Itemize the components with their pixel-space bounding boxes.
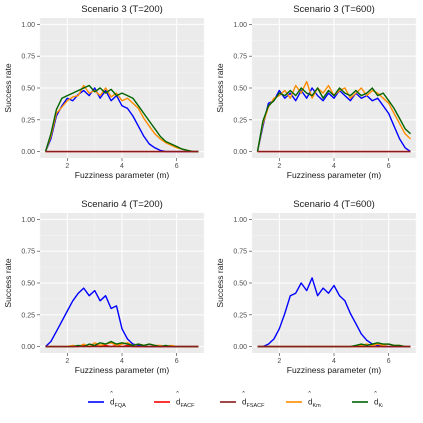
- series-line-fqa: [256, 87, 411, 153]
- y-tick-label: 0.75: [233, 249, 247, 256]
- y-tick-label: 1.00: [233, 22, 247, 29]
- y-tick-label: 0.25: [21, 312, 35, 319]
- series-line-km: [44, 84, 199, 153]
- y-tick-label: 0.00: [21, 344, 35, 351]
- legend-label: dFQA: [110, 398, 126, 410]
- y-tick-label: 0.75: [21, 249, 35, 256]
- x-tick-label: 4: [332, 163, 336, 170]
- panel-title: Scenario 4 (T=600): [293, 199, 375, 210]
- y-axis-label: Success rate: [215, 258, 225, 307]
- y-tick-label: 0.25: [21, 117, 35, 124]
- y-tick-label: 0.25: [233, 117, 247, 124]
- x-tick-label: 6: [387, 358, 391, 365]
- x-tick-label: 4: [120, 358, 124, 365]
- legend-label: dKm: [308, 398, 321, 410]
- y-axis-label: Success rate: [3, 63, 13, 112]
- y-tick-label: 0.75: [21, 54, 35, 61]
- x-tick-label: 2: [65, 358, 69, 365]
- y-tick-label: 1.00: [233, 217, 247, 224]
- x-tick-label: 4: [332, 358, 336, 365]
- x-tick-label: 2: [277, 358, 281, 365]
- panel-title: Scenario 3 (T=200): [81, 4, 163, 15]
- y-tick-label: 0.50: [21, 86, 35, 93]
- panel-2: 0.00 0.25 0.50 0.75 1.00 2 4 6 Scenario 3 (T=600…: [215, 4, 417, 180]
- y-axis-label: Success rate: [3, 258, 13, 307]
- legend-hat-glyph: ˆ: [176, 391, 179, 400]
- x-axis-label: Fuzziness parameter (m): [75, 170, 170, 180]
- panel-title: Scenario 4 (T=200): [81, 199, 163, 210]
- panel-1: 0.00 0.25 0.50 0.75 1.00 2 4 6 Scenario 3 (T=200…: [3, 4, 205, 180]
- x-axis-label: Fuzziness parameter (m): [287, 170, 382, 180]
- y-tick-label: 0.50: [21, 281, 35, 288]
- panel-3: 0.00 0.25 0.50 0.75 1.00 2 4 6 Scenario 4 (T=200…: [3, 199, 205, 375]
- x-tick-label: 2: [277, 163, 281, 170]
- x-tick-label: 4: [120, 163, 124, 170]
- panel-4: 0.00 0.25 0.50 0.75 1.00 2 4 6 Scenario 4 (T=600…: [215, 199, 417, 375]
- y-tick-label: 0.00: [233, 344, 247, 351]
- y-axis-label: Success rate: [215, 63, 225, 112]
- y-tick-label: 0.50: [233, 86, 247, 93]
- x-tick-label: 6: [175, 358, 179, 365]
- legend-hat-glyph: ˆ: [110, 391, 113, 400]
- y-tick-label: 1.00: [21, 217, 35, 224]
- y-tick-label: 0.50: [233, 281, 247, 288]
- legend-hat-glyph: ˆ: [242, 391, 245, 400]
- y-tick-label: 0.00: [233, 149, 247, 156]
- y-tick-label: 0.25: [233, 312, 247, 319]
- series-line-km: [45, 342, 199, 348]
- legend-hat-glyph: ˆ: [374, 391, 377, 400]
- x-axis-label: Fuzziness parameter (m): [75, 365, 170, 375]
- legend-label: dFSACF: [242, 398, 265, 410]
- series-line-k: [256, 87, 411, 152]
- series-line-k: [44, 84, 199, 153]
- x-axis-label: Fuzziness parameter (m): [287, 365, 382, 375]
- legend-hat-glyph: ˆ: [308, 391, 311, 400]
- legend-label: dFACF: [176, 398, 195, 410]
- x-tick-label: 2: [65, 163, 69, 170]
- legend-label: dKₗ: [374, 398, 383, 410]
- x-tick-label: 6: [175, 163, 179, 170]
- y-tick-label: 1.00: [21, 22, 35, 29]
- x-tick-label: 6: [387, 163, 391, 170]
- y-tick-label: 0.75: [233, 54, 247, 61]
- y-tick-label: 0.00: [21, 149, 35, 156]
- panel-title: Scenario 3 (T=600): [293, 4, 375, 15]
